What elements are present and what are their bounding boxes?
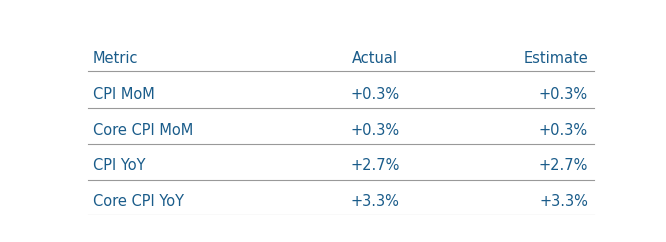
Text: Core CPI MoM: Core CPI MoM [93, 123, 192, 138]
Text: +0.3%: +0.3% [539, 123, 588, 138]
Text: CPI YoY: CPI YoY [93, 158, 145, 173]
Text: CPI MoM: CPI MoM [93, 87, 155, 102]
Text: Estimate: Estimate [523, 51, 588, 66]
Text: Metric: Metric [93, 51, 138, 66]
Text: +0.3%: +0.3% [539, 87, 588, 102]
Text: +3.3%: +3.3% [350, 194, 400, 209]
Text: +2.7%: +2.7% [539, 158, 588, 173]
Text: Core CPI YoY: Core CPI YoY [93, 194, 184, 209]
Text: +0.3%: +0.3% [350, 123, 400, 138]
Text: +3.3%: +3.3% [539, 194, 588, 209]
Text: +2.7%: +2.7% [350, 158, 400, 173]
Text: Actual: Actual [352, 51, 398, 66]
Text: +0.3%: +0.3% [350, 87, 400, 102]
